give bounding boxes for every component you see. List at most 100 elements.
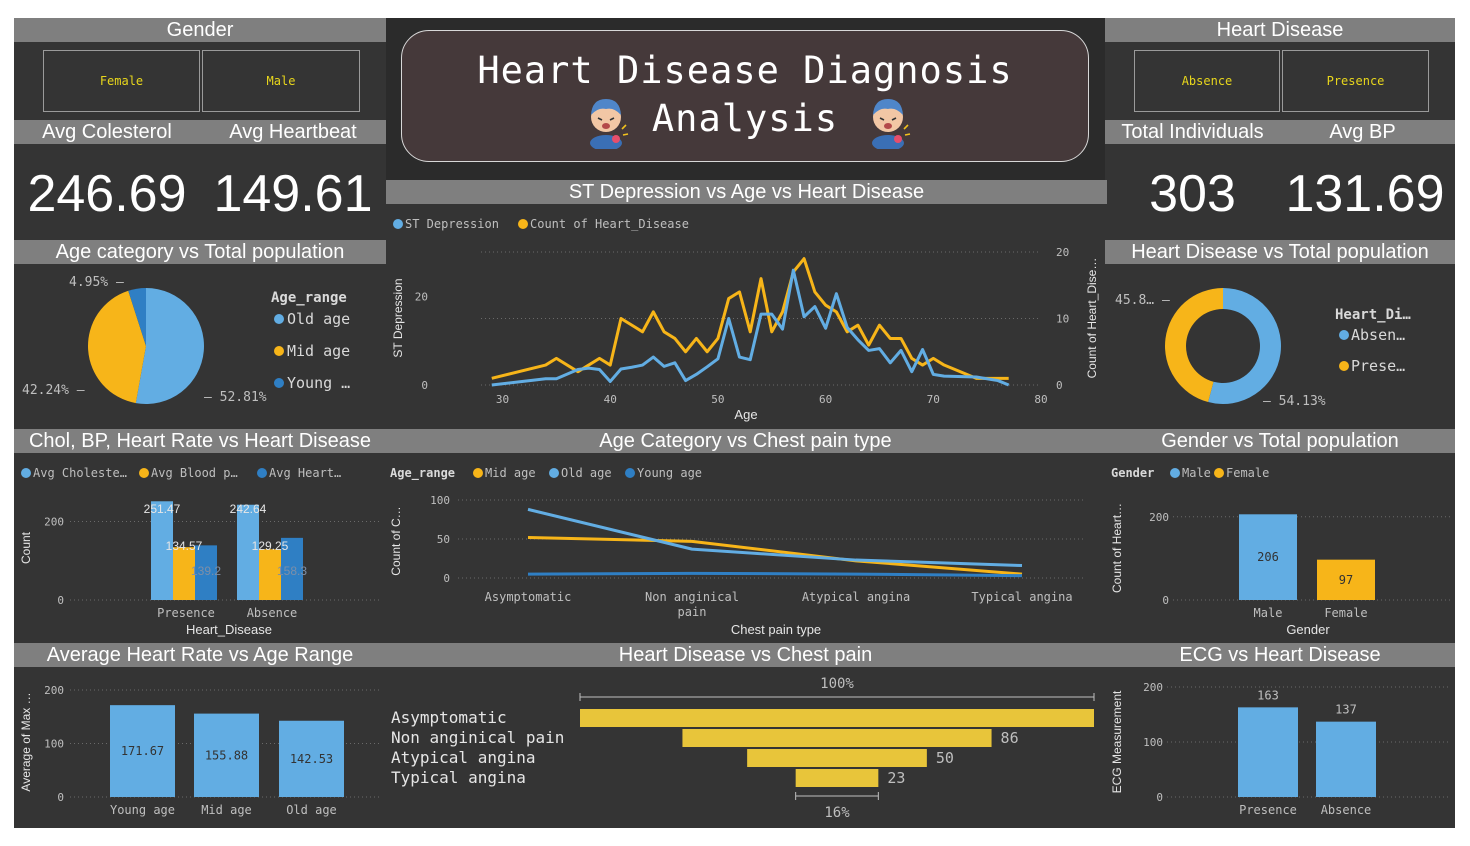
hd-donut-chart[interactable]: — 54.13% 45.8… — Heart_Di… Absen… Prese… [1105,264,1455,429]
hr-x-tick: Young age [110,803,175,817]
patient-icon-right [872,99,911,149]
gender-y-tick-0: 0 [1162,594,1169,607]
hd-donut-header: Heart Disease vs Total population [1105,240,1455,264]
st-y2-tick-1: 10 [1056,313,1069,326]
pie-slice-2[interactable] [128,288,146,346]
pie-legend-marker-1 [274,346,284,356]
female-slicer-button[interactable]: Female [43,50,200,112]
age-pie-chart[interactable]: — 52.81% 42.24% — 4.95% — Age_range Old age M… [14,264,386,429]
absence-slicer-button[interactable]: Absence [1134,50,1280,112]
donut-legend-label-0: Absen… [1351,326,1405,344]
avg-chol-header [14,120,386,144]
ecg-y-tick-0: 0 [1156,791,1163,804]
funnel-top-label: 100% [820,676,854,692]
presence-slicer-button[interactable]: Presence [1282,50,1429,112]
chol-bar[interactable] [195,545,217,600]
chol-data-label: 251.47 [144,502,181,516]
donut-label-presence: 45.8… — [1115,293,1170,308]
funnel-bar[interactable] [747,749,927,767]
st-legend-1-marker [518,219,528,229]
donut-legend-label-1: Prese… [1351,357,1405,375]
chest-line-chart[interactable]: Age_range Mid age Old age Young age 0 50 100 As… [386,453,1105,643]
heart-disease-header: Heart Disease [1105,18,1455,42]
chol-legend-1-marker [139,468,149,478]
age-pie-header: Age category vs Total population [14,240,386,264]
funnel-data-label: 86 [1001,729,1019,747]
st-y-axis-label: ST Depression [391,278,405,357]
gender-x-axis-label: Gender [1286,622,1330,637]
chol-legend-1-label: Avg Blood p… [151,466,238,480]
st-y-tick-1: 20 [415,290,428,303]
st-line-chart[interactable]: ST Depression Count of Heart_Disease 0 10 20… [386,204,1105,429]
ecg-x-tick: Presence [1239,803,1297,817]
st-x-tick-4: 70 [927,393,940,406]
male-slicer-button[interactable]: Male [202,50,360,112]
chol-bar[interactable] [151,501,173,600]
chol-data-label: 242.64 [230,502,267,516]
chest-series-line-1[interactable] [527,507,1023,568]
funnel-bar[interactable] [580,709,1094,727]
total-individuals-value: 303 [1149,165,1236,223]
ecg-y-tick-1: 100 [1143,736,1163,749]
gender-data-label: 97 [1339,573,1353,587]
pie-label-old: — 52.81% [204,390,267,405]
chest-y-axis-label: Count of C… [389,506,403,575]
ecg-y-axis-label: ECG Measurement [1110,690,1124,793]
chol-bar[interactable] [281,537,303,600]
funnel-bar[interactable] [682,729,992,747]
gender-bar[interactable] [1317,559,1375,600]
avg-heartbeat-label: Avg Heartbeat [229,121,357,143]
chol-y-tick-1: 200 [44,515,64,528]
donut-slice-0[interactable] [1208,288,1281,404]
chest-legend-2-marker [625,468,635,478]
st-x-tick-3: 60 [819,393,832,406]
chest-line-header: Age Category vs Chest pain type [386,429,1105,453]
chest-y-tick-2: 100 [430,494,450,507]
chest-series-line-0[interactable] [527,535,1023,576]
chest-series-line-2[interactable] [527,571,1023,578]
pie-slice-1[interactable] [88,290,146,404]
chol-bar[interactable] [173,547,195,600]
donut-legend-title: Heart_Di… [1335,307,1411,323]
gender-bar-chart[interactable]: Gender Male Female0200206Male97FemaleGende… [1105,453,1455,643]
funnel-bar[interactable] [795,769,879,787]
ecg-bar-chart[interactable]: 0 100 200 163 Presence 137 Absence ECG Measurem… [1105,667,1455,828]
st-y2-axis-label: Count of Heart_Dise… [1085,258,1099,379]
pie-slice-0[interactable] [135,288,204,404]
chol-legend-2-label: Avg Heart… [269,466,341,480]
chol-bar[interactable] [259,549,281,600]
hr-bar[interactable] [194,713,259,797]
hr-bar-chart[interactable]: 0 100 200 171.67 Young age 155.88 Mid age 142.5… [14,667,386,828]
donut-slice-1[interactable] [1165,288,1223,403]
chest-x-tick-2: Atypical angina [802,590,910,604]
donut-label-absence: — 54.13% [1263,394,1326,409]
gender-x-tick: Male [1254,606,1283,620]
pie-legend-title: Age_range [271,290,347,306]
hr-y-tick-0: 0 [57,791,64,804]
hr-bar[interactable] [279,720,344,797]
hr-bar[interactable] [110,705,175,797]
st-series-count-line[interactable] [491,257,1009,380]
hr-x-tick: Old age [286,803,337,817]
pie-legend-marker-0 [274,314,284,324]
chest-legend-title: Age_range [390,466,455,481]
chol-bar[interactable] [237,504,259,600]
chol-data-label: 158.3 [277,564,307,578]
gender-x-tick: Female [1324,606,1367,620]
hr-data-label: 155.88 [205,748,248,762]
ecg-y-tick-2: 200 [1143,681,1163,694]
chol-y-tick-0: 0 [57,594,64,607]
st-x-tick-1: 40 [604,393,617,406]
st-series-depression-line[interactable] [491,268,1010,387]
gender-bar[interactable] [1239,514,1297,600]
chest-legend-2-label: Young age [637,466,702,480]
pie-legend-label-1: Mid age [287,342,350,360]
chol-bar-chart[interactable]: Avg Choleste… Avg Blood p… Avg Heart… 0 200 2… [14,453,386,643]
dashboard-title-box: Heart Disease Diagnosis Analysis [401,30,1089,162]
ecg-bar[interactable] [1238,707,1298,797]
chest-y-tick-0: 0 [443,572,450,585]
ecg-bar[interactable] [1316,721,1376,797]
st-y2-tick-0: 0 [1056,379,1063,392]
pie-legend-label-0: Old age [287,310,350,328]
